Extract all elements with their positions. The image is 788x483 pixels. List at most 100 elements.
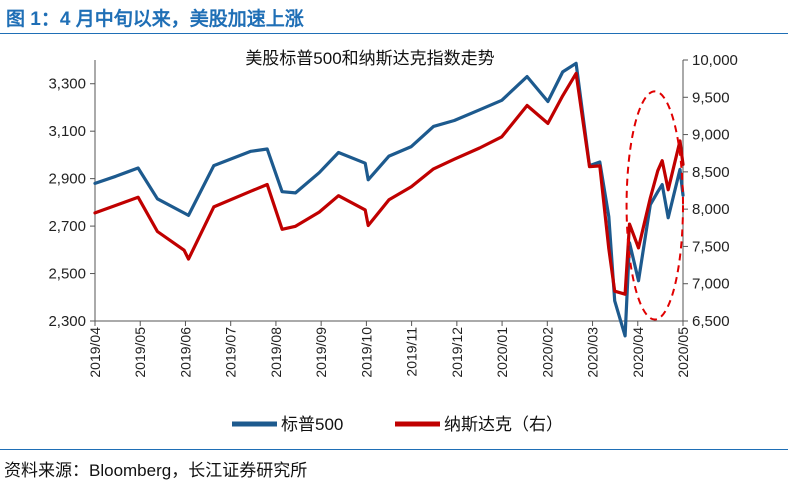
series-point [667, 189, 669, 191]
right-tick-label: 8,000 [692, 201, 730, 218]
figure-title: 图 1：4 月中旬以来，美股加速上涨 [6, 9, 304, 30]
series-point [266, 148, 268, 150]
series-point [682, 163, 684, 165]
series-point [410, 186, 412, 188]
series-point [183, 249, 185, 251]
series-point [501, 136, 503, 138]
left-tick-label: 3,300 [48, 76, 86, 93]
series-point [213, 165, 215, 167]
series-point [562, 95, 564, 97]
series-point [367, 225, 369, 226]
series-point [501, 99, 503, 101]
series-point [156, 231, 158, 232]
series-point [318, 172, 320, 174]
series-point [599, 165, 601, 167]
legend: 标普500 纳斯达克（右） [232, 415, 563, 434]
series-point [364, 209, 366, 211]
series-point [364, 162, 366, 164]
series-point [281, 191, 283, 193]
series-point [629, 223, 630, 225]
series-point [115, 204, 117, 206]
right-tick-label: 9,500 [692, 89, 730, 106]
series-layer [93, 61, 685, 338]
series-point [479, 147, 481, 149]
series-point [657, 191, 659, 193]
x-tick-label: 2019/04 [87, 327, 103, 378]
series-point [575, 72, 577, 74]
series-point [453, 158, 455, 160]
left-tick-label: 3,100 [48, 123, 86, 140]
x-tick-label: 2020/04 [630, 327, 646, 378]
series-point [614, 290, 616, 292]
right-tick-label: 8,500 [692, 164, 730, 181]
x-tick-label: 2019/07 [223, 327, 239, 378]
right-tick-label: 7,000 [692, 276, 730, 293]
x-tick-label: 2020/03 [585, 327, 601, 378]
title-divider [0, 33, 788, 34]
series-point [526, 105, 528, 106]
series-point [562, 71, 564, 73]
x-tick-label: 2020/01 [494, 327, 510, 378]
series-point [433, 125, 434, 127]
x-tick-label: 2019/05 [132, 327, 148, 378]
series-point [608, 216, 610, 218]
axes: 2,300 2,500 2,700 2,900 3,100 3,300 6,500 7,000… [48, 52, 737, 378]
series-point [183, 212, 185, 214]
series-point [649, 197, 651, 199]
line-chart: 美股标普500和纳斯达克指数走势 2,300 2,500 2,700 2,900 3,1… [48, 49, 737, 434]
series-point [608, 248, 610, 250]
series-point [367, 179, 369, 181]
series-point [661, 184, 663, 186]
series-point [599, 161, 601, 163]
series-point [137, 167, 139, 169]
left-tick-label: 2,500 [48, 266, 86, 283]
series-point [188, 258, 189, 260]
series-point [250, 150, 252, 152]
series-point [547, 122, 549, 124]
series-point [156, 198, 158, 200]
series-point [547, 101, 549, 102]
series-point [94, 182, 96, 184]
source-divider [0, 449, 788, 450]
series-point [589, 166, 590, 168]
series-point [213, 206, 215, 208]
chart-title: 美股标普500和纳斯达克指数走势 [245, 49, 494, 68]
series-point [657, 170, 659, 172]
x-tick-label: 2019/08 [268, 327, 284, 378]
series-point [679, 168, 681, 170]
series-point [433, 168, 434, 170]
series-point [281, 228, 283, 230]
series-point [614, 300, 616, 302]
series-point [250, 190, 252, 192]
x-tick-label: 2020/02 [539, 327, 555, 378]
right-tick-label: 6,500 [692, 313, 730, 330]
series-point [624, 293, 626, 295]
series-point [638, 280, 639, 282]
series-point [410, 146, 412, 148]
x-tick-label: 2019/10 [358, 327, 374, 378]
source-note: 资料来源：Bloomberg，长江证券研究所 [4, 461, 308, 480]
series-point [338, 152, 339, 153]
series-point [682, 194, 684, 196]
legend-label: 标普500 [281, 415, 343, 434]
legend-label: 纳斯达克（右） [444, 415, 563, 434]
series-point [295, 225, 296, 227]
series-line-sp500 [93, 61, 685, 338]
series-point [318, 211, 320, 213]
series-point [188, 214, 189, 216]
right-tick-label: 7,500 [692, 238, 730, 255]
series-point [667, 217, 669, 219]
series-point [266, 184, 268, 185]
series-point [295, 192, 296, 194]
x-tick-label: 2019/09 [313, 327, 329, 378]
left-tick-label: 2,900 [48, 171, 86, 188]
x-tick-label: 2019/12 [449, 327, 465, 378]
series-point [94, 212, 96, 214]
annotation-layer [625, 90, 685, 321]
series-point [338, 195, 339, 197]
series-point [453, 120, 455, 121]
left-tick-label: 2,300 [48, 313, 86, 330]
series-point [388, 155, 390, 157]
x-tick-label: 2019/11 [404, 327, 420, 377]
x-tick-label: 2020/05 [675, 327, 691, 378]
